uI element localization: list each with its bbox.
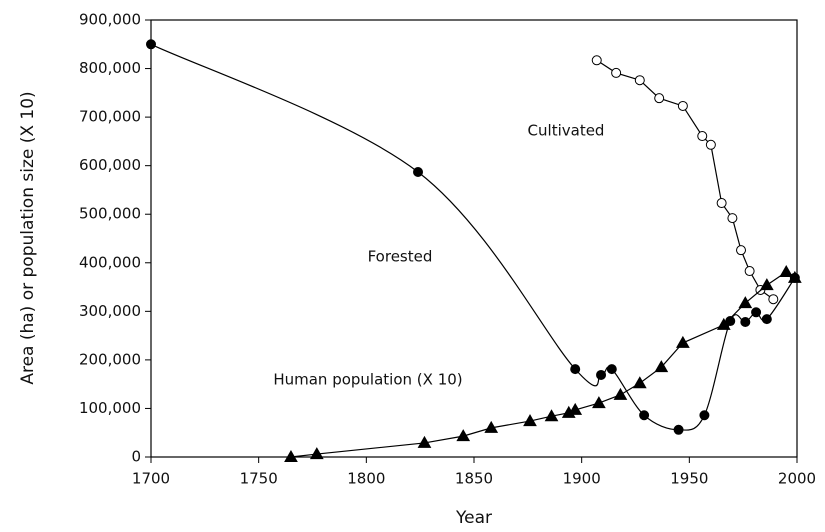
x-tick-label: 1850 xyxy=(455,470,493,488)
series-line xyxy=(150,43,796,431)
marker xyxy=(761,314,772,325)
marker xyxy=(634,75,645,86)
marker xyxy=(592,396,606,409)
x-tick-label: 2000 xyxy=(778,470,816,488)
x-tick-label: 1700 xyxy=(132,470,170,488)
marker xyxy=(570,364,581,375)
marker xyxy=(738,296,753,309)
marker xyxy=(484,420,499,433)
x-axis-title: Year xyxy=(455,508,492,528)
marker xyxy=(725,316,736,327)
marker xyxy=(716,317,731,330)
marker xyxy=(768,294,779,305)
series-label: Forested xyxy=(368,248,433,266)
y-tick-label: 800,000 xyxy=(79,59,141,77)
marker xyxy=(676,335,690,348)
series-line xyxy=(596,59,774,300)
y-tick-label: 200,000 xyxy=(79,350,141,368)
marker xyxy=(673,424,684,435)
y-tick-label: 0 xyxy=(131,448,141,466)
y-tick-label: 400,000 xyxy=(79,253,141,271)
marker xyxy=(309,447,324,460)
y-tick-label: 300,000 xyxy=(79,302,141,320)
marker xyxy=(568,402,583,415)
y-tick-label: 100,000 xyxy=(79,399,141,417)
marker xyxy=(544,409,559,422)
x-tick-label: 1800 xyxy=(347,470,385,488)
marker xyxy=(705,139,716,150)
marker xyxy=(654,360,669,373)
marker xyxy=(606,364,617,375)
marker xyxy=(596,369,607,380)
series-label: Cultivated xyxy=(528,122,605,140)
marker xyxy=(284,449,298,462)
marker xyxy=(727,213,738,224)
plot-frame xyxy=(150,19,798,458)
marker xyxy=(779,264,794,278)
marker xyxy=(417,435,432,448)
marker xyxy=(413,166,424,177)
x-tick-label: 1950 xyxy=(670,470,708,488)
marker xyxy=(699,410,710,421)
marker xyxy=(523,414,537,427)
marker xyxy=(146,39,156,50)
marker xyxy=(787,270,802,283)
y-tick-label: 700,000 xyxy=(79,108,141,126)
x-tick-label: 1750 xyxy=(240,470,278,488)
marker xyxy=(751,307,762,318)
marker xyxy=(456,429,471,442)
marker xyxy=(716,198,727,209)
y-tick-label: 500,000 xyxy=(79,205,141,223)
marker xyxy=(591,55,602,66)
marker xyxy=(759,278,774,291)
marker xyxy=(744,266,755,277)
marker xyxy=(740,317,751,328)
marker xyxy=(697,131,708,142)
marker xyxy=(632,376,647,389)
marker xyxy=(736,245,747,256)
marker xyxy=(613,387,628,400)
series-line xyxy=(290,271,796,458)
marker xyxy=(677,100,688,111)
series-label: Human population (X 10) xyxy=(273,371,462,389)
y-axis-title: Area (ha) or population size (X 10) xyxy=(18,91,38,384)
x-tick-label: 1900 xyxy=(563,470,601,488)
y-tick-label: 600,000 xyxy=(79,156,141,174)
marker xyxy=(611,67,622,78)
marker xyxy=(654,93,665,104)
y-tick-label: 900,000 xyxy=(79,11,141,29)
marker xyxy=(639,410,650,421)
